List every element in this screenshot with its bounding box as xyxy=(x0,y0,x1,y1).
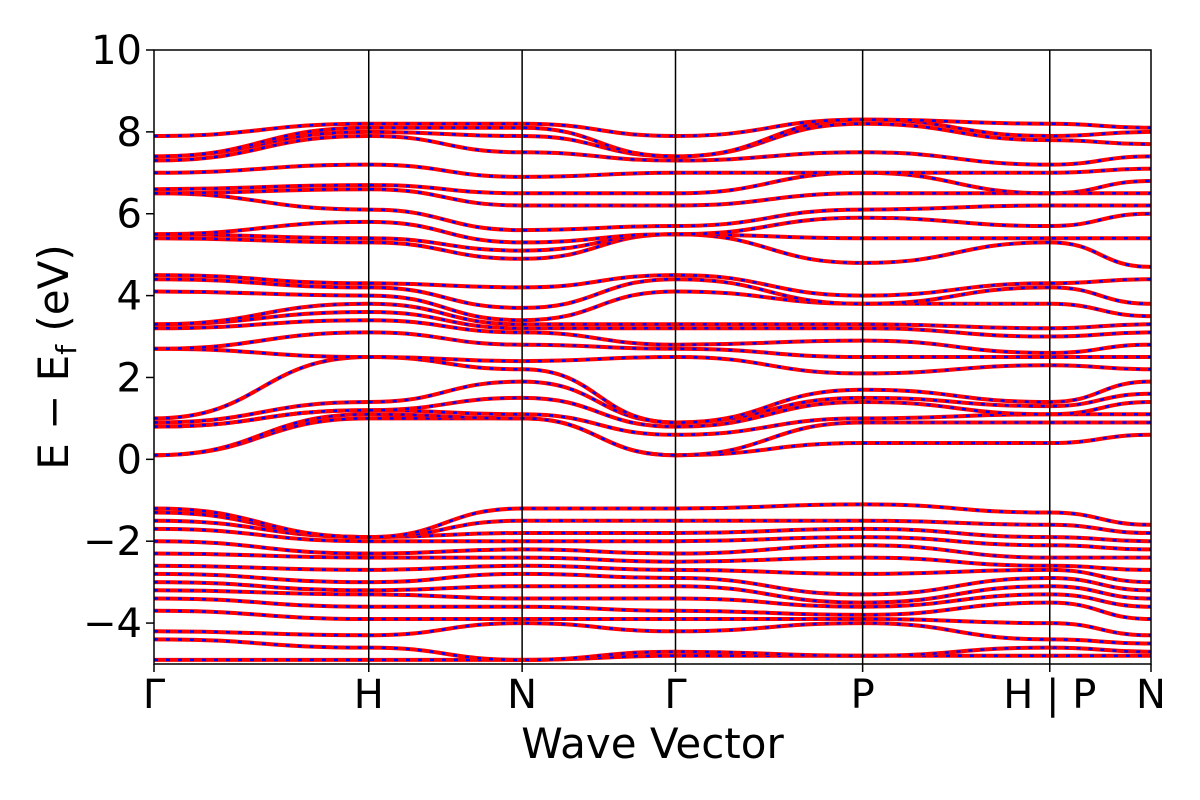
y-tick-label: 6 xyxy=(117,192,142,238)
band-line-blue-32 xyxy=(154,192,1151,232)
band-line-blue-31 xyxy=(154,212,1151,244)
band-line-blue-2 xyxy=(154,621,1151,645)
y-tick-label: 0 xyxy=(117,437,142,483)
band-line-blue-30 xyxy=(154,232,1151,252)
y-axis-title-main: E − E xyxy=(29,355,78,470)
y-tick-label: 10 xyxy=(91,28,142,74)
band-line-blue-5 xyxy=(154,589,1151,608)
band-line-red-2 xyxy=(154,621,1151,646)
x-tick-label: H | P xyxy=(1003,672,1096,718)
band-line-blue-24 xyxy=(154,310,1151,338)
band-line-red-26 xyxy=(154,289,1151,323)
y-axis-title: E − Ef (eV) xyxy=(29,244,83,470)
y-tick-label: 8 xyxy=(117,110,142,156)
y-tick-label: 4 xyxy=(117,274,142,320)
x-tick-label: N xyxy=(1136,672,1166,718)
band-line-red-22 xyxy=(154,330,1151,360)
y-tick-label: −2 xyxy=(83,519,142,565)
band-line-blue-4 xyxy=(154,597,1151,621)
x-tick-label: Γ xyxy=(664,672,687,718)
y-tick-label: −4 xyxy=(83,601,142,647)
y-axis-title-subscript: f xyxy=(50,344,83,355)
kpoint-dividers xyxy=(367,50,1051,664)
band-line-red-11 xyxy=(154,526,1151,552)
band-line-blue-21 xyxy=(154,347,1151,375)
band-line-red-36 xyxy=(154,133,1151,167)
band-line-blue-23 xyxy=(154,318,1151,355)
x-axis: Γ H N Γ P H | P N xyxy=(143,664,1166,718)
x-tick-label: Γ xyxy=(143,672,166,718)
band-line-blue-16 xyxy=(154,413,1151,457)
band-line-red-25 xyxy=(154,301,1151,331)
y-axis: −4 −2 0 2 4 6 8 10 xyxy=(83,28,154,647)
band-line-red-7 xyxy=(154,571,1151,597)
band-line-red-0 xyxy=(154,653,1151,662)
plot-frame xyxy=(153,49,1152,665)
band-line-blue-14 xyxy=(154,503,1151,539)
band-line-blue-36 xyxy=(154,134,1151,166)
x-axis-title: Wave Vector xyxy=(521,719,784,768)
y-axis-title-unit: (eV) xyxy=(29,244,78,345)
x-tick-label: H xyxy=(354,672,384,718)
y-tick-label: 2 xyxy=(117,355,142,401)
x-tick-label: P xyxy=(851,672,875,718)
bands-layer xyxy=(154,117,1151,662)
band-line-blue-20 xyxy=(154,355,1151,424)
band-line-red-35 xyxy=(154,162,1151,179)
x-tick-label: N xyxy=(507,672,537,718)
